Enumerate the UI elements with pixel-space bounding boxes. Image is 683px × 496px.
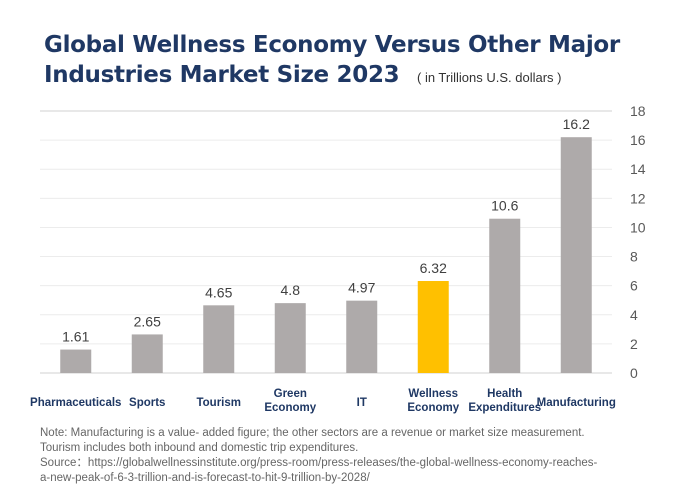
data-label: 16.2 bbox=[563, 116, 590, 132]
bar bbox=[60, 349, 92, 373]
bar bbox=[417, 281, 449, 373]
data-label: 10.6 bbox=[491, 198, 518, 214]
data-label: 4.97 bbox=[348, 280, 375, 296]
x-tick-label: Tourism bbox=[196, 397, 241, 409]
data-label: 6.32 bbox=[420, 260, 447, 276]
bar bbox=[203, 305, 235, 373]
x-tick-label: Sports bbox=[129, 397, 165, 409]
x-tick-label: Wellness bbox=[408, 388, 458, 400]
chart-title-line1: Global Wellness Economy Versus Other Maj… bbox=[44, 32, 620, 58]
y-tick-label: 16 bbox=[630, 132, 646, 148]
x-tick-label: IT bbox=[357, 397, 367, 409]
bar bbox=[274, 303, 306, 373]
y-tick-label: 18 bbox=[630, 103, 646, 119]
bar bbox=[489, 218, 521, 373]
source-line: a-new-peak-of-6-3-trillion-and-is-foreca… bbox=[40, 472, 370, 484]
x-tick-label: Pharmaceuticals bbox=[30, 397, 121, 409]
source-line: Source：https://globalwellnessinstitute.o… bbox=[40, 457, 598, 469]
y-tick-label: 4 bbox=[630, 307, 638, 323]
data-label: 4.8 bbox=[281, 282, 301, 298]
note-line: Note: Manufacturing is a value- added fi… bbox=[40, 427, 585, 439]
data-label: 2.65 bbox=[134, 313, 161, 329]
unit-label: ( in Trillions U.S. dollars ) bbox=[417, 70, 562, 85]
y-tick-label: 8 bbox=[630, 249, 638, 265]
y-tick-label: 12 bbox=[630, 190, 646, 206]
data-label: 4.65 bbox=[205, 284, 232, 300]
x-tick-label: Green bbox=[274, 388, 307, 400]
y-tick-label: 6 bbox=[630, 278, 638, 294]
x-tick-label: Manufacturing bbox=[537, 397, 616, 409]
data-label: 1.61 bbox=[62, 329, 89, 345]
x-tick-label: Economy bbox=[407, 402, 459, 414]
y-tick-label: 2 bbox=[630, 336, 638, 352]
note-line: Tourism includes both inbound and domest… bbox=[40, 442, 359, 454]
x-tick-label: Expenditures bbox=[468, 402, 541, 414]
y-tick-label: 0 bbox=[630, 365, 638, 381]
y-tick-label: 14 bbox=[630, 161, 646, 177]
bar bbox=[560, 137, 592, 373]
x-tick-label: Health bbox=[487, 388, 522, 400]
bar bbox=[346, 300, 378, 373]
bar bbox=[131, 334, 163, 373]
x-tick-label: Economy bbox=[264, 402, 316, 414]
chart-title-line2: Industries Market Size 2023 bbox=[44, 62, 400, 88]
y-tick-label: 10 bbox=[630, 219, 646, 235]
